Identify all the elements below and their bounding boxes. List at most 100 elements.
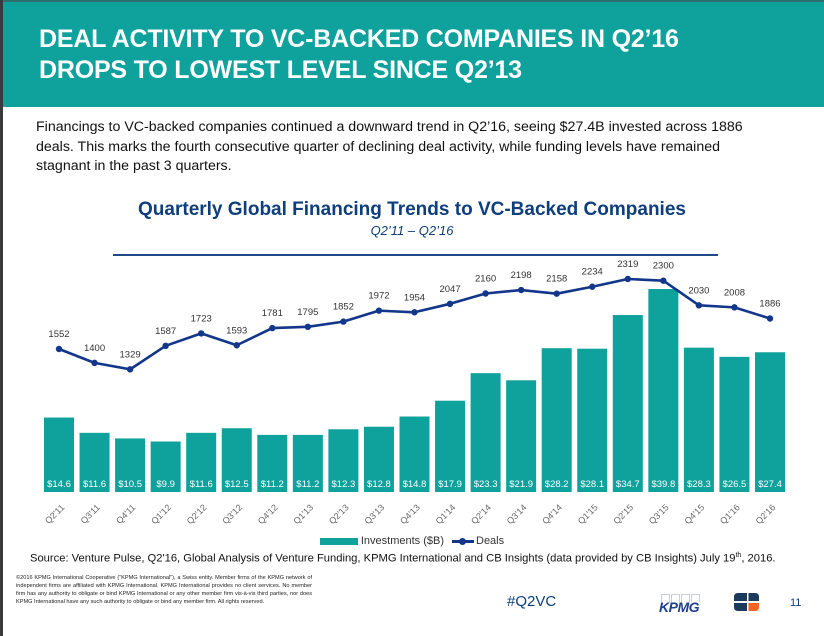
bar-investment [683,347,714,492]
bar-investment [755,352,785,492]
cb-insights-logo-icon [734,593,759,611]
deals-value-label: 1972 [368,291,389,302]
bar-investment [186,432,217,492]
deals-point [766,315,774,322]
deals-point [446,300,454,308]
deals-point [553,290,560,297]
source-suffix: , 2016. [741,552,776,565]
x-axis-tick-label: Q4'15 [682,502,706,526]
bar-investment [399,416,430,492]
x-axis-tick-label: Q4'13 [398,502,422,526]
deals-value-label: 2319 [617,259,638,270]
deals-value-label: 1587 [155,326,176,337]
page-number: 11 [790,597,802,609]
legend-deals-label: Deals [476,535,505,548]
copyright-disclaimer: ©2016 KPMG International Cooperative (“K… [16,575,312,605]
bar-value-label: $11.6 [190,479,213,490]
x-axis-tick-label: Q2'15 [611,502,635,526]
kpmg-logo: KPMG [659,594,703,616]
deals-value-label: 1954 [404,292,425,303]
bar-investment [435,400,466,492]
header-banner: DEAL ACTIVITY TO VC-BACKED COMPANIES IN … [3,0,824,107]
x-axis-tick-label: Q2'11 [43,502,66,525]
hashtag-link[interactable]: #Q2VC [507,593,557,610]
x-axis-tick-label: Q1'15 [576,502,600,526]
combo-chart: $14.6 Q2'11 $11.6 Q3'11 $10.5 Q4'11 $9.9 Q1'12 $… [43,259,785,526]
x-axis-tick-label: Q3'13 [362,502,386,526]
source-superscript: th [735,552,742,559]
deals-point [198,330,205,337]
bar-value-label: $28.3 [687,479,711,490]
legend-investments-swatch [319,537,358,545]
bar-value-label: $12.3 [332,479,356,490]
deals-value-label: 1400 [84,343,105,354]
bar-investment [612,315,643,492]
bar-value-label: $26.5 [723,479,747,490]
bar-value-label: $9.9 [156,479,175,490]
deals-value-label: 1886 [759,299,780,310]
bar-value-label: $27.4 [758,479,782,490]
x-axis-tick-label: Q4'12 [256,502,280,526]
deals-value-label: 2008 [724,287,745,298]
deals-point [233,342,240,349]
x-axis-tick-label: Q1'13 [291,502,315,526]
deals-point [660,277,667,284]
x-axis-tick-label: Q3'15 [647,502,671,526]
deals-point [55,345,63,353]
deals-point [126,366,134,373]
deals-value-label: 2158 [546,274,567,285]
deals-point [482,290,489,297]
bar-investment [506,380,537,492]
bar-investment [292,434,323,492]
chart-title-divider [113,254,718,256]
bar-investment [719,356,750,492]
bar-investment [648,289,679,492]
source-note: Source: Venture Pulse, Q2'16, Global Ana… [30,552,776,565]
x-axis-tick-label: Q4'14 [540,502,564,526]
deals-point [731,304,738,311]
bar-value-label: $12.5 [225,479,249,490]
page-title-line-2: DROPS TO LOWEST LEVEL SINCE Q2’13 [39,56,522,84]
deals-value-label: 1552 [48,329,69,340]
deals-value-label: 2160 [475,273,496,284]
page-title-line-1: DEAL ACTIVITY TO VC-BACKED COMPANIES IN … [39,25,679,53]
page-title: DEAL ACTIVITY TO VC-BACKED COMPANIES IN … [39,24,679,86]
deals-value-label: 2198 [511,270,532,281]
deals-value-label: 1329 [120,349,141,360]
page-left-border [0,0,3,636]
bar-value-label: $28.1 [580,479,604,490]
bar-value-label: $14.6 [47,479,71,490]
bar-investment [115,438,146,492]
bar-investment [150,441,181,492]
x-axis-tick-label: Q1'16 [718,502,742,526]
deals-value-label: 2047 [439,284,460,295]
deals-point [589,283,596,290]
legend-deals-line-icon [452,536,474,546]
deals-point [411,309,418,316]
x-axis-tick-label: Q2'14 [469,502,493,526]
deals-point [517,286,525,294]
deals-value-label: 2300 [653,261,674,272]
deals-value-label: 1781 [262,308,283,319]
deals-value-label: 1795 [297,307,318,318]
deals-point [340,318,347,325]
x-axis-tick-label: Q3'12 [220,502,244,526]
bar-investment [221,428,252,492]
bar-value-label: $39.8 [651,479,675,490]
deals-point [162,342,169,350]
kpmg-logo-text: KPMG [659,599,700,615]
bar-value-label: $14.8 [403,479,427,490]
deals-point [269,324,276,332]
bar-investment [79,432,110,492]
chart-subtitle: Q2’11 – Q2’16 [370,223,454,238]
x-axis-tick-label: Q3'11 [79,502,102,525]
bar-investment [328,429,359,492]
deals-value-label: 1723 [191,313,212,324]
deals-value-label: 1593 [226,325,247,336]
deals-value-label: 2234 [582,267,603,278]
bar-value-label: $28.2 [545,479,569,490]
bar-value-label: $21.9 [509,479,533,490]
deals-value-label: 2030 [688,285,709,296]
deals-point [304,323,312,331]
x-axis-tick-label: Q4'11 [114,502,137,525]
